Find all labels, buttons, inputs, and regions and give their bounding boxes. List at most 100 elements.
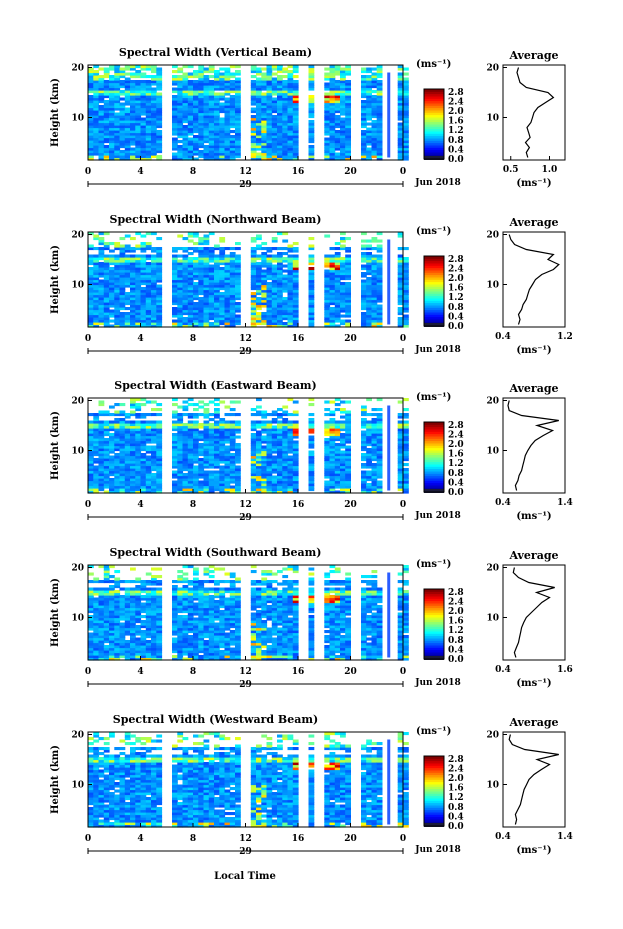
data-cell [277, 450, 283, 454]
data-cell [182, 475, 189, 479]
data-cell [124, 267, 131, 271]
data-cell [109, 490, 115, 494]
data-cell [235, 317, 241, 321]
data-cell [151, 408, 157, 412]
data-cell [109, 152, 115, 156]
data-cell [151, 423, 157, 427]
data-cell [193, 130, 199, 134]
data-cell [119, 135, 126, 139]
data-cell [397, 485, 404, 489]
data-cell [287, 324, 294, 328]
data-cell [282, 145, 289, 149]
data-cell [151, 475, 157, 479]
data-cell [271, 470, 278, 474]
data-cell [109, 287, 115, 291]
data-cell [172, 463, 178, 467]
data-cell [397, 440, 404, 444]
data-cell [88, 312, 94, 316]
data-cell [119, 284, 126, 288]
data-cell [177, 82, 184, 86]
data-cell [271, 463, 278, 467]
data-cell [208, 130, 215, 134]
data-cell [345, 292, 351, 296]
data-cell [292, 485, 299, 489]
data-cell [214, 87, 220, 91]
data-cell [214, 287, 220, 291]
data-cell [287, 274, 294, 278]
data-cell [88, 150, 94, 154]
data-cell [98, 137, 105, 141]
data-cell [145, 458, 152, 462]
data-cell [261, 478, 268, 482]
data-cell [219, 262, 226, 266]
data-cell [345, 237, 351, 241]
data-cell [403, 443, 409, 447]
data-cell [376, 287, 383, 291]
data-cell [376, 443, 383, 447]
data-cell [140, 75, 147, 79]
data-cell [397, 125, 404, 129]
data-cell [103, 269, 110, 273]
data-cell [266, 473, 273, 477]
data-cell [135, 448, 142, 452]
data-cell [98, 100, 105, 104]
data-cell [214, 75, 220, 79]
data-cell [324, 257, 331, 261]
data-cell [277, 277, 283, 281]
data-cell [114, 480, 121, 484]
data-cell [256, 287, 262, 291]
data-cell [109, 304, 115, 308]
data-cell [403, 257, 409, 261]
data-cell [151, 453, 157, 457]
data-cell [397, 269, 404, 273]
data-cell [292, 147, 299, 151]
data-cell [182, 435, 189, 439]
data-cell [235, 297, 241, 301]
data-cell [119, 262, 126, 266]
data-cell [366, 460, 372, 464]
data-cell [345, 152, 351, 156]
data-cell [114, 77, 121, 81]
data-cell [172, 413, 178, 417]
data-cell [193, 82, 199, 86]
data-cell [182, 292, 189, 296]
data-cell [88, 480, 94, 484]
data-cell [182, 157, 189, 161]
colorbar-swatch [424, 482, 444, 486]
data-cell [103, 455, 110, 459]
data-cell [114, 272, 121, 276]
data-cell [109, 433, 115, 437]
data-cell [329, 450, 336, 454]
data-cell [324, 485, 331, 489]
data-cell [98, 617, 105, 621]
data-cell [219, 435, 226, 439]
data-cell [403, 415, 409, 419]
data-cell [334, 480, 341, 484]
data-cell [361, 239, 367, 243]
data-cell [277, 445, 283, 449]
data-cell [256, 430, 262, 434]
data-cell [119, 155, 126, 159]
data-cell [224, 272, 231, 276]
data-cell [277, 440, 283, 444]
data-cell [308, 428, 315, 432]
data-cell [124, 485, 131, 489]
data-cell [256, 80, 262, 84]
data-cell [235, 420, 241, 424]
data-cell [214, 122, 220, 126]
data-cell [119, 152, 126, 156]
data-cell [156, 294, 163, 298]
data-cell [203, 408, 210, 412]
data-cell [345, 453, 351, 457]
data-cell [114, 72, 121, 76]
data-cell [140, 264, 147, 268]
data-cell [266, 92, 273, 96]
data-cell [266, 85, 273, 89]
data-cell [376, 67, 383, 71]
data-cell [397, 100, 404, 104]
data-cell [266, 309, 273, 313]
data-cell [135, 272, 142, 276]
data-cell [208, 322, 215, 326]
data-cell [308, 488, 315, 492]
data-cell [145, 107, 152, 111]
